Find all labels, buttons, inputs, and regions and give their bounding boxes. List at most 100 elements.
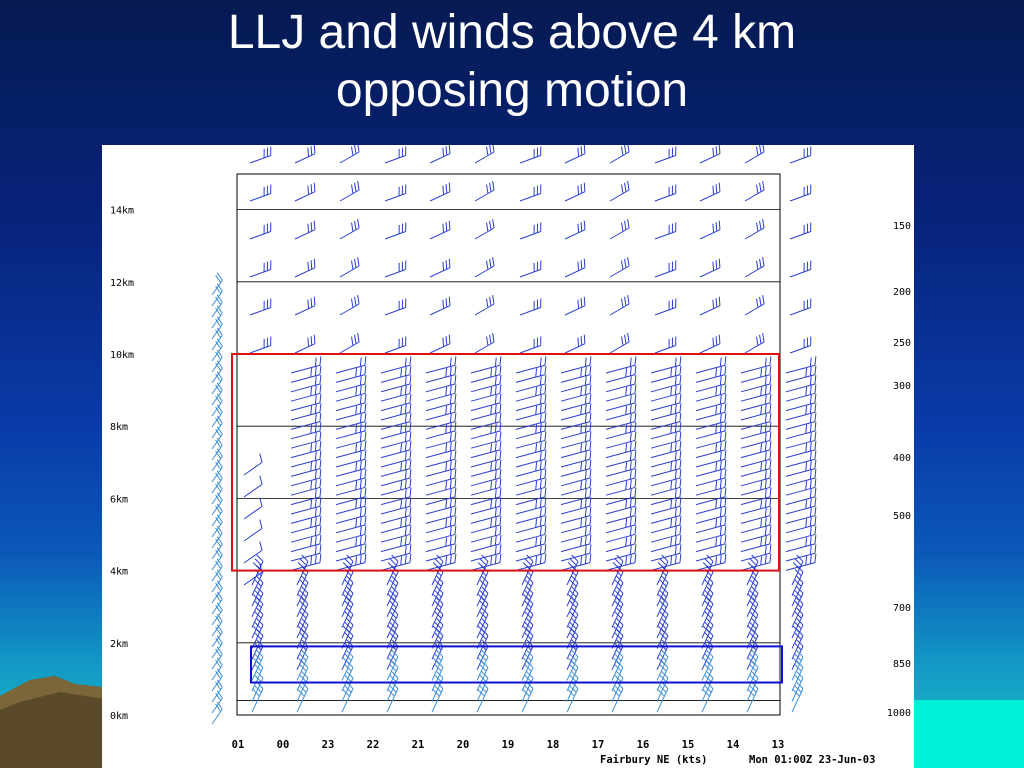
wind-barb — [384, 184, 407, 202]
wind-barb — [650, 403, 682, 421]
wind-barb — [251, 554, 264, 586]
wind-barb — [335, 478, 367, 496]
wind-barb — [744, 219, 765, 240]
wind-barb — [560, 431, 592, 449]
wind-barb — [654, 146, 677, 164]
wind-barb — [740, 469, 772, 487]
wind-barb — [341, 681, 354, 713]
wind-profile-chart: 14km 12km 10km 8km 6km 4km 2km 0km 150 200 250 300… — [102, 145, 914, 768]
wind-barb — [470, 422, 502, 440]
wind-barb — [470, 375, 502, 393]
wind-barb — [470, 469, 502, 487]
wind-barb — [335, 412, 367, 430]
wind-barb — [519, 222, 542, 240]
wind-barb — [476, 660, 489, 692]
time-tick-label: 01 — [232, 739, 245, 751]
wind-barb — [785, 516, 817, 534]
wind-barb — [701, 597, 714, 628]
wind-barb — [564, 145, 586, 164]
wind-barb — [695, 516, 727, 534]
wind-barb — [560, 384, 592, 402]
wind-barb — [425, 384, 457, 402]
wind-barb — [515, 403, 547, 421]
wind-barb — [740, 459, 772, 477]
wind-barb — [566, 628, 579, 660]
wind-barb — [249, 146, 272, 164]
wind-barb — [429, 182, 451, 202]
wind-barb — [740, 497, 772, 515]
wind-barb — [290, 544, 322, 562]
wind-barb — [654, 298, 677, 316]
wind-barb — [740, 393, 772, 412]
wind-barb — [425, 422, 457, 440]
wind-barb — [386, 607, 399, 639]
wind-barb — [243, 541, 263, 564]
time-tick-label: 18 — [547, 739, 560, 751]
wind-barb — [656, 575, 669, 607]
wind-barb — [384, 336, 407, 354]
wind-barb — [290, 375, 322, 393]
wind-barb — [521, 597, 534, 628]
wind-barb — [341, 597, 354, 628]
wind-barb — [474, 333, 495, 354]
time-tick-label: 21 — [412, 739, 425, 751]
wind-barb — [521, 575, 534, 607]
pressure-axis: 150 200 250 300 400 500 700 850 1000 — [887, 221, 911, 719]
wind-barb — [785, 450, 817, 468]
wind-barb — [521, 607, 534, 639]
time-tick-label: 23 — [322, 739, 335, 751]
wind-barb — [335, 403, 367, 421]
wind-barb — [566, 597, 579, 628]
wind-barb — [515, 534, 547, 553]
wind-barb — [470, 365, 502, 383]
wind-barb — [251, 660, 264, 692]
chart-svg: 14km 12km 10km 8km 6km 4km 2km 0km 150 200 250 300… — [110, 145, 911, 766]
wind-barb — [789, 222, 812, 240]
wind-barb — [701, 607, 714, 639]
pressure-tick-label: 500 — [893, 511, 911, 522]
wind-barb — [474, 181, 495, 202]
wind-barb — [650, 487, 682, 506]
time-tick-label: 22 — [367, 739, 380, 751]
wind-barb — [785, 375, 817, 393]
wind-barb — [335, 534, 367, 553]
wind-barb — [785, 403, 817, 421]
wind-barb — [519, 184, 542, 202]
wind-barb — [650, 412, 682, 430]
wind-barb — [425, 525, 457, 543]
wind-barb — [249, 298, 272, 316]
wind-barb — [384, 146, 407, 164]
wind-barb — [470, 384, 502, 402]
wind-barb — [341, 660, 354, 692]
wind-barb — [566, 554, 579, 586]
wind-barb — [251, 597, 264, 628]
wind-barb — [380, 431, 412, 449]
wind-barb — [425, 459, 457, 477]
pressure-tick-label: 1000 — [887, 708, 911, 719]
wind-barb — [560, 506, 592, 524]
time-axis: 01 00 23 22 21 20 19 18 17 16 15 14 13 — [232, 739, 785, 751]
wind-barb — [425, 393, 457, 412]
wind-barb — [380, 506, 412, 524]
wind-barb — [251, 607, 264, 639]
wind-barb — [335, 422, 367, 440]
wind-barb — [476, 607, 489, 639]
wind-barb — [785, 365, 817, 383]
height-tick-label: 10km — [110, 350, 134, 361]
wind-barb — [566, 575, 579, 607]
wind-barb — [515, 469, 547, 487]
wind-barb — [425, 412, 457, 430]
wind-barb — [431, 681, 444, 713]
wind-barb — [290, 553, 322, 571]
wind-barb — [380, 544, 412, 562]
wind-barb — [785, 393, 817, 412]
wind-barb — [611, 681, 624, 713]
wind-barb — [290, 403, 322, 421]
wind-barb — [560, 534, 592, 553]
wind-barb — [380, 534, 412, 553]
wind-barb — [290, 497, 322, 515]
wind-barb — [515, 516, 547, 534]
wind-barb — [566, 607, 579, 639]
time-tick-label: 13 — [772, 739, 785, 751]
wind-barb — [335, 487, 367, 506]
